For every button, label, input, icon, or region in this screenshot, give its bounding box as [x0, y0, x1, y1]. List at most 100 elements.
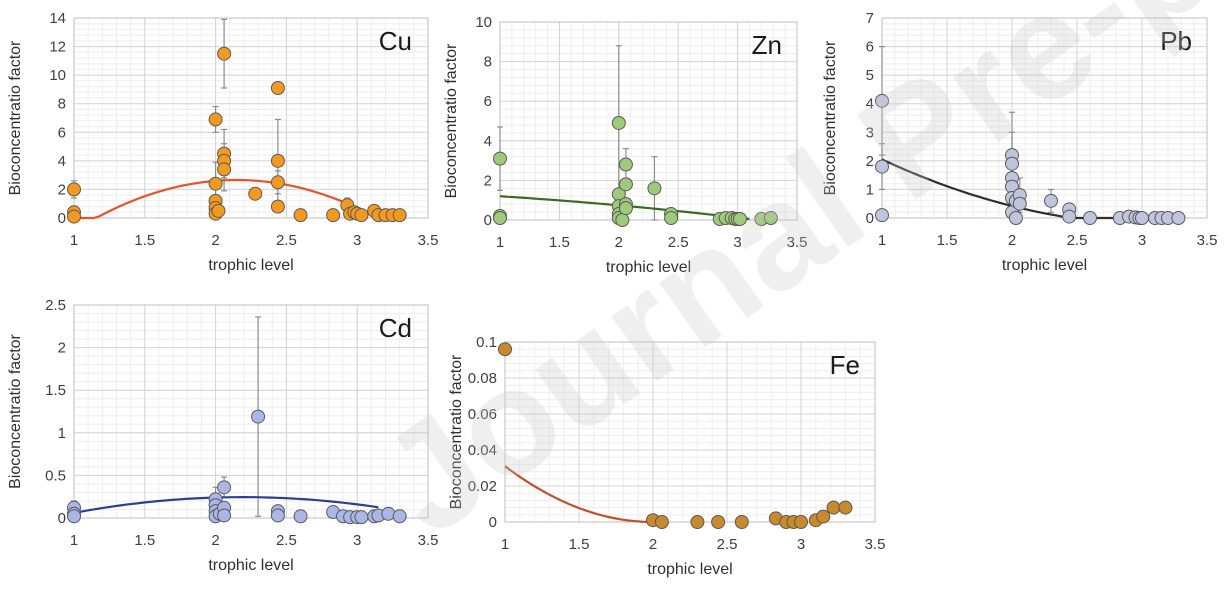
y-tick-label: 0.06 [468, 406, 497, 423]
y-tick-label: 8 [58, 96, 66, 113]
data-point [1008, 211, 1023, 225]
x-tick-label: 1 [496, 234, 504, 251]
data-point [217, 46, 232, 61]
y-tick-label: 4 [866, 96, 874, 113]
chart-panel-fe: 1 1.5 2 2.5 3 3.5 0 0.02 0.04 0.06 0.08 0.1 trophic … [448, 334, 885, 578]
x-tick-label: 2 [615, 234, 623, 251]
y-tick-label: 4 [58, 153, 66, 170]
plot-area-border [499, 21, 798, 221]
x-tick-label: 3.5 [1197, 232, 1218, 249]
x-tick-label: 1 [70, 232, 78, 249]
data-point [381, 506, 396, 521]
data-point [615, 213, 630, 227]
data-point [611, 115, 626, 130]
y-tick-label: 10 [49, 67, 66, 84]
data-point [211, 203, 226, 218]
data-point [270, 81, 285, 95]
data-point [217, 508, 232, 523]
data-point [1005, 156, 1019, 171]
data-point [208, 112, 223, 127]
data-point [875, 93, 889, 108]
data-point [1062, 209, 1077, 224]
x-tick-label: 3 [733, 234, 741, 251]
data-point [1083, 211, 1097, 225]
y-tick-label: 0 [866, 210, 874, 227]
data-point [1012, 196, 1027, 211]
chart-title: Zn [752, 30, 782, 60]
x-tick-label: 1 [878, 232, 886, 249]
data-point [654, 515, 669, 529]
data-point [208, 176, 223, 191]
data-point [618, 157, 633, 172]
x-tick-label: 1.5 [937, 232, 958, 249]
x-tick-label: 1 [70, 532, 78, 549]
data-point [326, 208, 341, 223]
trend-line [73, 496, 379, 514]
x-tick-label: 2 [649, 536, 657, 553]
data-point [732, 212, 747, 227]
data-point [270, 199, 285, 214]
chart-title: Pb [1160, 26, 1192, 56]
y-tick-label: 2 [58, 340, 66, 357]
data-point [270, 175, 285, 190]
data-point [690, 515, 705, 529]
data-point [1044, 193, 1058, 208]
data-point [354, 208, 369, 223]
chart-panel-zn: 1 1.5 2 2.5 3 3.5 0 2 4 6 8 10 trophic level Bioconce… [443, 14, 807, 276]
data-point [293, 509, 308, 524]
x-tick-label: 1.5 [134, 532, 155, 549]
data-point [217, 162, 232, 177]
y-axis-title: Bioconcentratio factor [443, 43, 460, 198]
y-tick-label: 14 [49, 10, 66, 27]
x-tick-label: 1.5 [134, 232, 155, 249]
x-tick-label: 2.5 [1067, 232, 1088, 249]
y-tick-label: 1.5 [45, 382, 66, 399]
y-tick-label: 5 [866, 67, 874, 84]
y-tick-label: 6 [58, 124, 66, 141]
data-point [354, 510, 369, 525]
chart-title: Cu [379, 26, 412, 56]
data-point [67, 182, 81, 197]
data-point [498, 342, 512, 357]
data-point [794, 515, 808, 529]
x-tick-label: 3.5 [787, 234, 808, 251]
y-tick-label: 8 [484, 54, 492, 71]
trend-line [504, 465, 653, 524]
data-point [664, 211, 679, 226]
data-point [493, 151, 507, 166]
y-tick-label: 2 [484, 172, 492, 189]
chart-panel-cd: 1 1.5 2 2.5 3 3.5 0 0.5 1 1.5 2 2.5 trophic level Bio… [7, 297, 438, 574]
x-tick-label: 3.5 [418, 232, 439, 249]
x-tick-label: 2 [211, 532, 219, 549]
x-tick-label: 3.5 [865, 536, 886, 553]
y-tick-label: 7 [866, 10, 874, 27]
x-tick-label: 3.5 [418, 532, 439, 549]
y-tick-label: 0.02 [468, 478, 497, 495]
y-tick-label: 12 [49, 39, 66, 56]
data-point [248, 186, 263, 201]
y-tick-label: 6 [866, 39, 874, 56]
y-tick-label: 1 [58, 425, 66, 442]
y-tick-label: 2 [866, 153, 874, 170]
y-tick-label: 0.5 [45, 467, 66, 484]
data-point [875, 159, 889, 174]
plot-area-border [73, 304, 429, 519]
x-axis-title: trophic level [647, 561, 732, 578]
x-axis-title: trophic level [606, 259, 691, 276]
x-axis-title: trophic level [208, 257, 293, 274]
data-point [392, 509, 407, 524]
data-point [711, 515, 726, 529]
trend-line [74, 178, 372, 220]
y-tick-label: 6 [484, 93, 492, 110]
plot-area-border [504, 341, 876, 523]
y-axis-title: Bioconcentratio factor [7, 333, 24, 488]
data-point [270, 508, 285, 523]
x-tick-label: 1 [501, 536, 509, 553]
data-point [838, 500, 853, 515]
x-tick-label: 3 [797, 536, 805, 553]
data-point [618, 177, 633, 192]
y-tick-label: 2 [58, 181, 66, 198]
y-tick-label: 10 [475, 14, 492, 31]
chart-panel-cu: 1 1.5 2 2.5 3 3.5 0 2 4 6 8 10 12 14 trophic level Bioc… [7, 10, 438, 274]
